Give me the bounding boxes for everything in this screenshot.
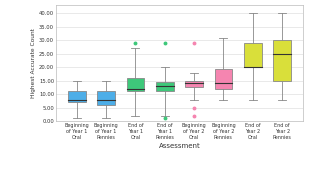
Bar [68,91,85,102]
Bar [244,43,261,67]
Bar [273,40,291,81]
Y-axis label: Highest Accurate Count: Highest Accurate Count [31,28,36,98]
Bar [97,91,115,105]
X-axis label: Assessment: Assessment [158,143,200,148]
Bar [127,78,144,91]
Bar [156,82,173,91]
Bar [215,69,232,89]
Bar [185,81,203,87]
